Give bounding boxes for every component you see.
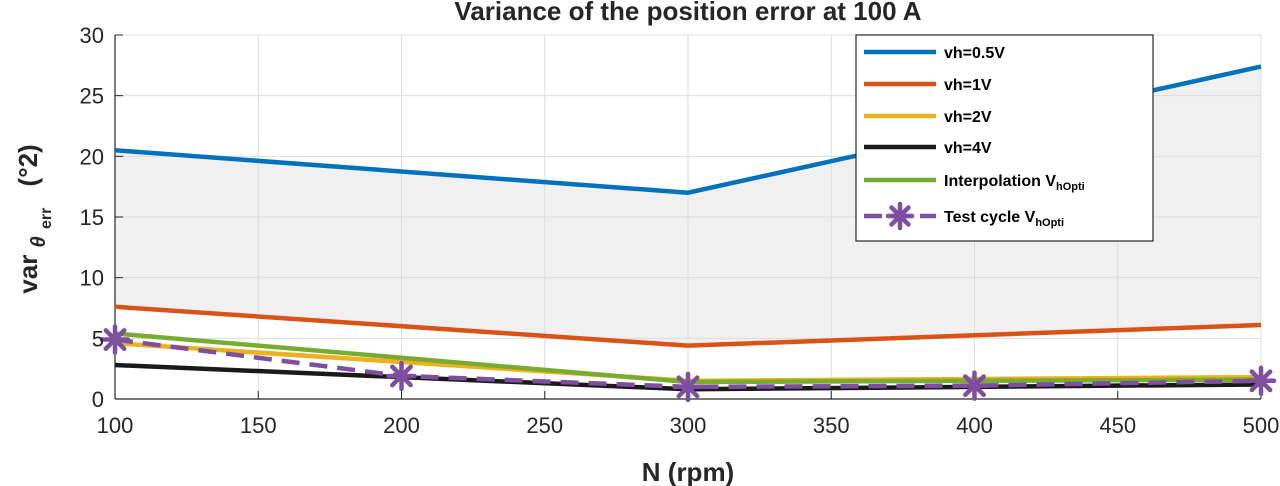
y-axis-label-main: var (13, 255, 43, 294)
x-tick-label: 250 (526, 413, 563, 438)
data-point-marker (885, 201, 915, 231)
data-point-marker (959, 370, 990, 401)
marker-stroke (676, 375, 700, 399)
data-point-marker (386, 360, 417, 392)
marker-stroke (963, 374, 986, 398)
x-tick-label: 450 (1099, 413, 1136, 438)
y-tick-label: 15 (80, 205, 104, 230)
y-tick-label: 25 (80, 84, 104, 109)
legend-label: vh=1V (944, 77, 992, 94)
y-axis-label: var θ err (°2) (13, 144, 57, 293)
x-tick-label: 100 (97, 413, 134, 438)
y-axis-label-subsub: err (38, 208, 55, 229)
y-tick-label: 20 (80, 144, 104, 169)
legend-label: Test cycle VhOpti (944, 209, 1064, 229)
chart-title: Variance of the position error at 100 A (454, 0, 921, 26)
x-tick-label: 400 (956, 413, 993, 438)
legend-label: vh=4V (944, 140, 992, 157)
y-tick-label: 0 (92, 387, 104, 412)
marker-stroke (390, 364, 413, 388)
legend: vh=0.5V vh=1V vh=2V vh=4V Interpolation VhOp… (855, 34, 1154, 242)
y-tick-label: 5 (92, 326, 104, 351)
marker-stroke (1249, 369, 1273, 393)
legend-label: vh=2V (944, 109, 992, 126)
data-point-marker (1245, 365, 1277, 397)
series-line-2 (114, 304, 1262, 348)
marker-stroke (103, 328, 127, 351)
x-tick-label: 300 (670, 413, 707, 438)
y-tick-label: 30 (80, 23, 104, 48)
marker-stroke (889, 205, 911, 227)
y-axis-label-unit: (°2) (13, 144, 43, 186)
legend-label: vh=0.5V (944, 45, 1005, 62)
x-tick-label: 200 (383, 413, 420, 438)
x-tick-label: 150 (240, 413, 277, 438)
legend-box (855, 34, 1154, 242)
legend-label: Interpolation VhOpti (944, 173, 1085, 193)
data-point-marker (672, 371, 704, 403)
y-tick-label: 10 (80, 266, 104, 291)
x-tick-label: 350 (813, 413, 850, 438)
x-axis-label: N (rpm) (642, 457, 734, 486)
y-axis-label-symbol: θ (28, 236, 50, 247)
x-tick-label: 500 (1243, 413, 1280, 438)
data-point-marker (99, 324, 131, 355)
svg-text:var θ err (°: var θ err (°2) (13, 144, 57, 293)
